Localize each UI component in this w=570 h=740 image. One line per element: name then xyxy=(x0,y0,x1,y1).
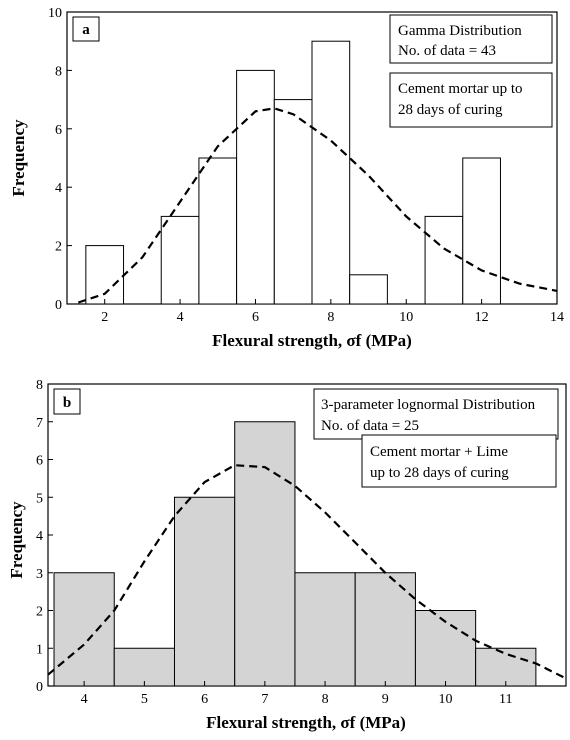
panel-a-bar-5 xyxy=(273,99,313,305)
panel-b-x-tick-label: 11 xyxy=(499,692,512,707)
panel-b-y-tick-label: 3 xyxy=(36,567,43,582)
panel-a-bar-6 xyxy=(311,40,351,305)
panel-b-fit-curve xyxy=(47,464,567,680)
panel-a-bar-3 xyxy=(198,157,238,305)
panel-b-y-tick-label: 1 xyxy=(36,642,43,657)
panel-a-x-tick-label: 10 xyxy=(399,310,413,325)
panel-a-chart: 2 4 6 8 10 12 14 0 2 4 6 8 10 a Gamma Distribution … xyxy=(9,6,564,350)
panel-b-y-tick-label: 2 xyxy=(36,605,43,620)
panel-b-bar-1 xyxy=(53,572,115,687)
panel-a-x-tick-label: 6 xyxy=(252,310,259,325)
panel-a-x-tick-label: 8 xyxy=(327,310,334,325)
panel-b-x-tick-label: 5 xyxy=(141,692,148,707)
panel-a-letter: a xyxy=(82,22,90,38)
panel-a-y-tick-label: 0 xyxy=(55,298,62,313)
panel-b-bar-6 xyxy=(354,572,416,687)
panel-b-letter-box: b xyxy=(53,388,81,415)
panel-b-y-axis-label: Frequency xyxy=(7,501,26,579)
panel-a-fit-curve xyxy=(77,107,558,304)
panel-a-annotation-line-2: 28 days of curing xyxy=(398,102,503,118)
panel-b-y-tick-label: 6 xyxy=(36,454,43,469)
panel-b-x-tick-label: 8 xyxy=(322,692,329,707)
panel-a-bar-1 xyxy=(85,245,125,305)
panel-b-x-tick-label: 9 xyxy=(382,692,389,707)
panel-b-bar-3 xyxy=(173,496,236,687)
panel-a-x-tick-label: 4 xyxy=(177,310,184,325)
panel-b-bar-8 xyxy=(475,647,537,687)
panel-a-bar-9 xyxy=(462,157,501,305)
panel-b-x-tick-label: 7 xyxy=(261,692,268,707)
panel-a-x-tick-label: 14 xyxy=(550,310,564,325)
panel-a-y-tick-label: 10 xyxy=(48,6,62,21)
panel-b-chart: 4 5 6 7 8 9 10 11 0 1 2 3 4 5 6 7 8 b 3-parameter logno… xyxy=(7,378,567,732)
panel-b-y-tick-label: 5 xyxy=(36,491,43,506)
panel-a-x-axis-label: Flexural strength, σf (MPa) xyxy=(212,331,412,350)
panel-a-y-tick-label: 6 xyxy=(55,123,62,138)
panel-a-y-axis-label: Frequency xyxy=(9,119,28,197)
panel-b-annotation-line-2: up to 28 days of curing xyxy=(370,465,509,481)
panel-b-annotation-box: Cement mortar + Lime up to 28 days of cu… xyxy=(361,434,557,488)
panel-a-annotation-box: Cement mortar up to 28 days of curing xyxy=(389,72,553,128)
panel-b-y-tick-label: 8 xyxy=(36,378,43,393)
panel-b-bar-4 xyxy=(234,421,296,687)
panel-b-legend-line-2: No. of data = 25 xyxy=(321,418,419,434)
panel-a-y-tick-label: 2 xyxy=(55,240,62,255)
panel-b-legend-line-1: 3-parameter lognormal Distribution xyxy=(321,397,536,413)
panel-b-y-tick-label: 0 xyxy=(36,680,43,695)
panel-a-legend-line-1: Gamma Distribution xyxy=(398,23,522,39)
panel-a-x-tick-label: 2 xyxy=(101,310,108,325)
panel-a-legend-line-2: No. of data = 43 xyxy=(398,43,496,59)
panel-a-bar-7 xyxy=(349,274,388,305)
panel-a-bar-4 xyxy=(236,69,275,305)
panel-b-bar-2 xyxy=(113,647,175,687)
panel-a-y-tick-label: 8 xyxy=(55,64,62,79)
panel-b-x-tick-label: 6 xyxy=(201,692,208,707)
panel-b-legend-box: 3-parameter lognormal Distribution No. o… xyxy=(313,388,559,440)
panel-a-letter-box: a xyxy=(72,16,100,42)
panel-b-letter: b xyxy=(63,395,71,411)
panel-b-bar-5 xyxy=(294,572,356,687)
panel-b-x-axis-label: Flexural strength, σf (MPa) xyxy=(206,713,406,732)
panel-b-x-tick-label: 4 xyxy=(81,692,88,707)
panel-a-bar-8 xyxy=(424,215,464,305)
panel-b-y-tick-label: 7 xyxy=(36,416,43,431)
panel-a-annotation-line-1: Cement mortar up to xyxy=(398,81,523,97)
panel-a-x-tick-label: 12 xyxy=(475,310,489,325)
panel-b-y-tick-label: 4 xyxy=(36,529,43,544)
panel-a-bar-2 xyxy=(160,215,200,305)
panel-a-y-tick-label: 4 xyxy=(55,181,62,196)
panel-b-annotation-line-1: Cement mortar + Lime xyxy=(370,444,508,460)
panel-a-legend-box: Gamma Distribution No. of data = 43 xyxy=(389,14,553,64)
panel-b-x-tick-label: 10 xyxy=(439,692,453,707)
